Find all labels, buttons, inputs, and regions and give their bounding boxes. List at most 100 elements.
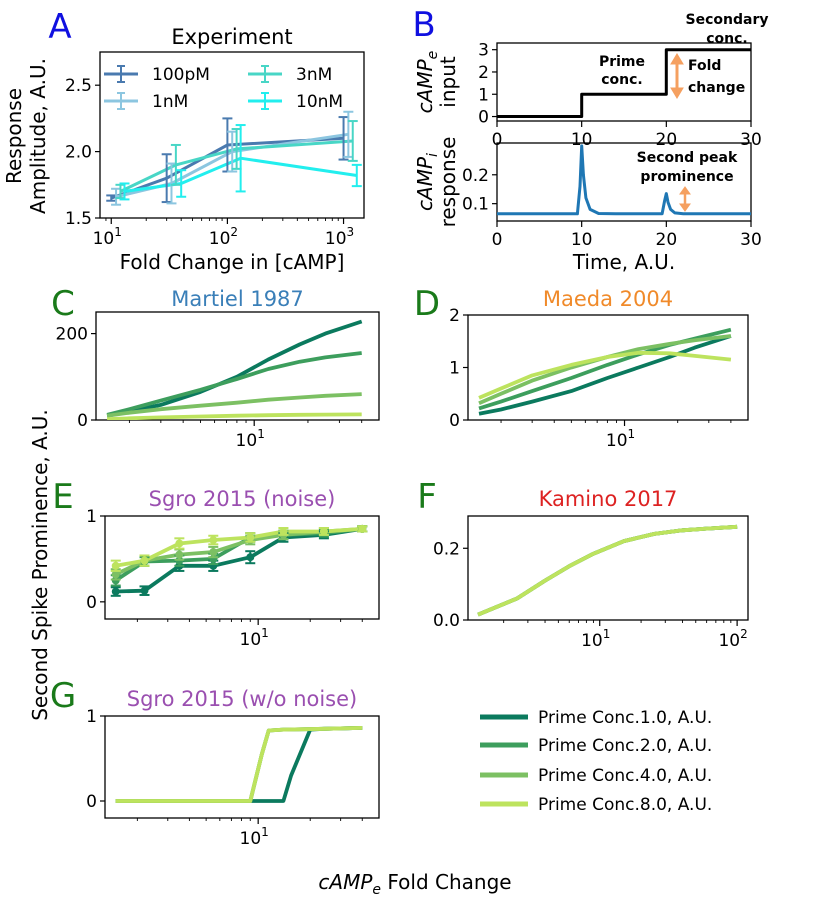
error-bar [166, 162, 177, 205]
data-point [140, 586, 149, 595]
annotation-second-peak: prominence [640, 169, 733, 185]
legend-entry: Prime Conc.4.0, A.U. [480, 766, 712, 786]
legend-label: 100pM [152, 65, 210, 85]
series-line [497, 48, 751, 118]
data-point [140, 556, 149, 565]
y-axis-label-sub: i [425, 153, 441, 157]
x-tick-label: 102 [718, 627, 747, 651]
y-tick-label: 2 [478, 63, 489, 83]
panel-title: Kamino 2017 [539, 487, 678, 511]
data-point [111, 561, 120, 570]
annotation-prime: Prime [599, 54, 645, 70]
x-tick-exponent: 1 [261, 626, 269, 640]
plot-area [497, 48, 751, 118]
legend-entry: Prime Conc.1.0, A.U. [480, 708, 712, 728]
x-tick-exponent: 1 [628, 427, 636, 441]
x-tick-base: 10 [606, 431, 628, 451]
error-bar [235, 124, 246, 193]
x-tick-label: 20 [656, 230, 678, 250]
legend-label: 3nM [296, 65, 332, 85]
y-axis-label: Response [2, 88, 26, 184]
x-tick-label: 101 [93, 225, 122, 249]
x-tick-base: 10 [209, 229, 231, 249]
plot-area [478, 327, 732, 416]
error-bar [176, 169, 187, 198]
x-tick-base: 10 [93, 229, 115, 249]
x-tick-exponent: 1 [257, 427, 265, 441]
axes-frame [467, 515, 749, 621]
error-bar [119, 182, 130, 201]
y-tick-label: 200 [56, 325, 88, 345]
series-line [107, 412, 362, 420]
shared-y-label: Second Spike Prominence, A.U. [28, 409, 52, 721]
x-tick-label: 101 [236, 427, 265, 451]
plot-area [497, 144, 751, 216]
x-tick-label: 10 [571, 130, 593, 150]
series-line [106, 351, 362, 417]
annotation-prime: conc. [601, 72, 643, 88]
plot-area [115, 726, 363, 803]
x-tick-exponent: 2 [740, 627, 748, 641]
x-tick-label: 20 [656, 130, 678, 150]
x-tick-base: 10 [236, 431, 258, 451]
legend-entry: 100pM [104, 65, 210, 85]
x-tick-exponent: 2 [230, 225, 238, 239]
y-tick-label: 0 [86, 593, 97, 613]
shared-x-label-rest: Fold Change [381, 870, 512, 894]
shared-x-label-sub: e [372, 882, 381, 898]
panel-c: 0 200 101 Martiel 1987 C [51, 284, 380, 451]
series-line [477, 524, 738, 617]
x-tick-base: 10 [240, 829, 262, 849]
annotation-fold: change [688, 80, 745, 96]
y-tick-label: 1 [86, 507, 97, 527]
y-tick-label: 0 [478, 108, 489, 128]
series-line [119, 139, 353, 193]
x-axis-label: Time, A.U. [572, 250, 675, 274]
data-point [246, 553, 255, 562]
x-tick-label: 101 [606, 427, 635, 451]
error-bar [351, 163, 362, 188]
y-tick-label: 0.1 [462, 195, 489, 215]
panel-title: Martiel 1987 [171, 287, 304, 311]
y-axis-label: cAMPe [413, 51, 441, 114]
data-point [111, 570, 120, 579]
axes-frame [496, 42, 752, 122]
y-axis-label-italic: cAMP [413, 58, 437, 113]
y-tick-label: 2.5 [65, 76, 92, 96]
x-tick-label: 30 [740, 130, 762, 150]
legend-label: Prime Conc.2.0, A.U. [538, 736, 712, 756]
y-tick-label: 2 [449, 306, 460, 326]
data-point [209, 536, 218, 545]
y-tick-label: 0.2 [462, 166, 489, 186]
panel-title: Experiment [171, 25, 292, 49]
axes-frame [467, 314, 749, 421]
y-tick-label: 0 [449, 411, 460, 431]
y-axis-label-sub: e [425, 51, 441, 60]
legend-label: Prime Conc.1.0, A.U. [538, 708, 712, 728]
x-tick-exponent: 3 [347, 225, 355, 239]
y-tick-label: 1.5 [65, 209, 92, 229]
panel-letter: G [50, 676, 76, 716]
y-tick-label: 0.0 [433, 611, 460, 631]
data-point [246, 533, 255, 542]
x-tick-label: 103 [325, 225, 354, 249]
series-line [478, 350, 732, 400]
y-axis-label: Amplitude, A.U. [26, 58, 50, 214]
shared-x-label-italic: cAMP [318, 870, 373, 894]
data-point [358, 524, 367, 533]
series-line [106, 319, 363, 418]
x-tick-base: 10 [718, 631, 740, 651]
x-tick-exponent: 1 [603, 627, 611, 641]
series-line [115, 726, 363, 803]
panel-letter: E [52, 477, 73, 517]
series-line [478, 334, 732, 405]
axes-frame [104, 715, 380, 819]
peak-arrow [679, 186, 691, 212]
x-tick-label: 0 [492, 130, 503, 150]
data-point [111, 587, 120, 596]
error-bar [111, 187, 122, 206]
legend-label: 1nM [152, 92, 188, 112]
series-line [115, 726, 363, 803]
